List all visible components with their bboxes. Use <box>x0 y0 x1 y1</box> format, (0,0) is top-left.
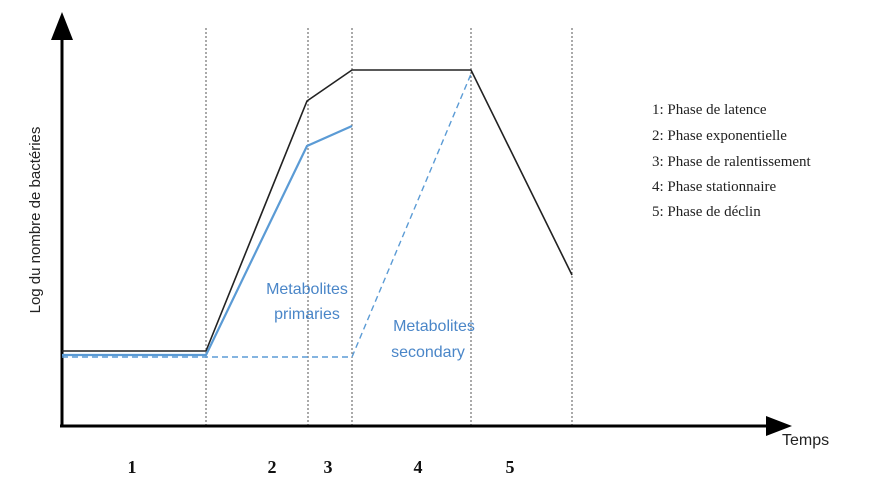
legend-item-3: 3: Phase de ralentissement <box>652 154 812 170</box>
phase-number-2: 2 <box>268 457 277 477</box>
x-axis-arrow <box>766 416 792 436</box>
primary-metabolites-label-line2: primaries <box>274 306 340 323</box>
primary-metabolites-curve <box>62 124 353 357</box>
primary-metabolites-label-line1: Metabolites <box>266 281 348 298</box>
secondary-metabolites-label-line1: Metabolites <box>393 318 475 335</box>
legend-item-4: 4: Phase stationnaire <box>652 179 776 195</box>
phase-number-3: 3 <box>324 457 333 477</box>
y-axis-label: Log du nombre de bactéries <box>27 127 44 314</box>
legend-item-1: 1: Phase de latence <box>652 102 767 118</box>
secondary-metabolites-label-line2: secondary <box>391 344 465 361</box>
bacterial-growth-curve <box>62 69 573 352</box>
x-axis-label: Temps <box>782 432 829 449</box>
phase-number-1: 1 <box>128 457 137 477</box>
legend-item-5: 5: Phase de déclin <box>652 204 761 220</box>
phase-number-4: 4 <box>414 457 423 477</box>
legend-item-2: 2: Phase exponentielle <box>652 128 787 144</box>
secondary-metabolites-curve <box>62 73 472 358</box>
phase-number-5: 5 <box>506 457 515 477</box>
y-axis-arrow <box>51 12 73 40</box>
phase-legend: 1: Phase de latence 2: Phase exponentiel… <box>652 102 812 220</box>
